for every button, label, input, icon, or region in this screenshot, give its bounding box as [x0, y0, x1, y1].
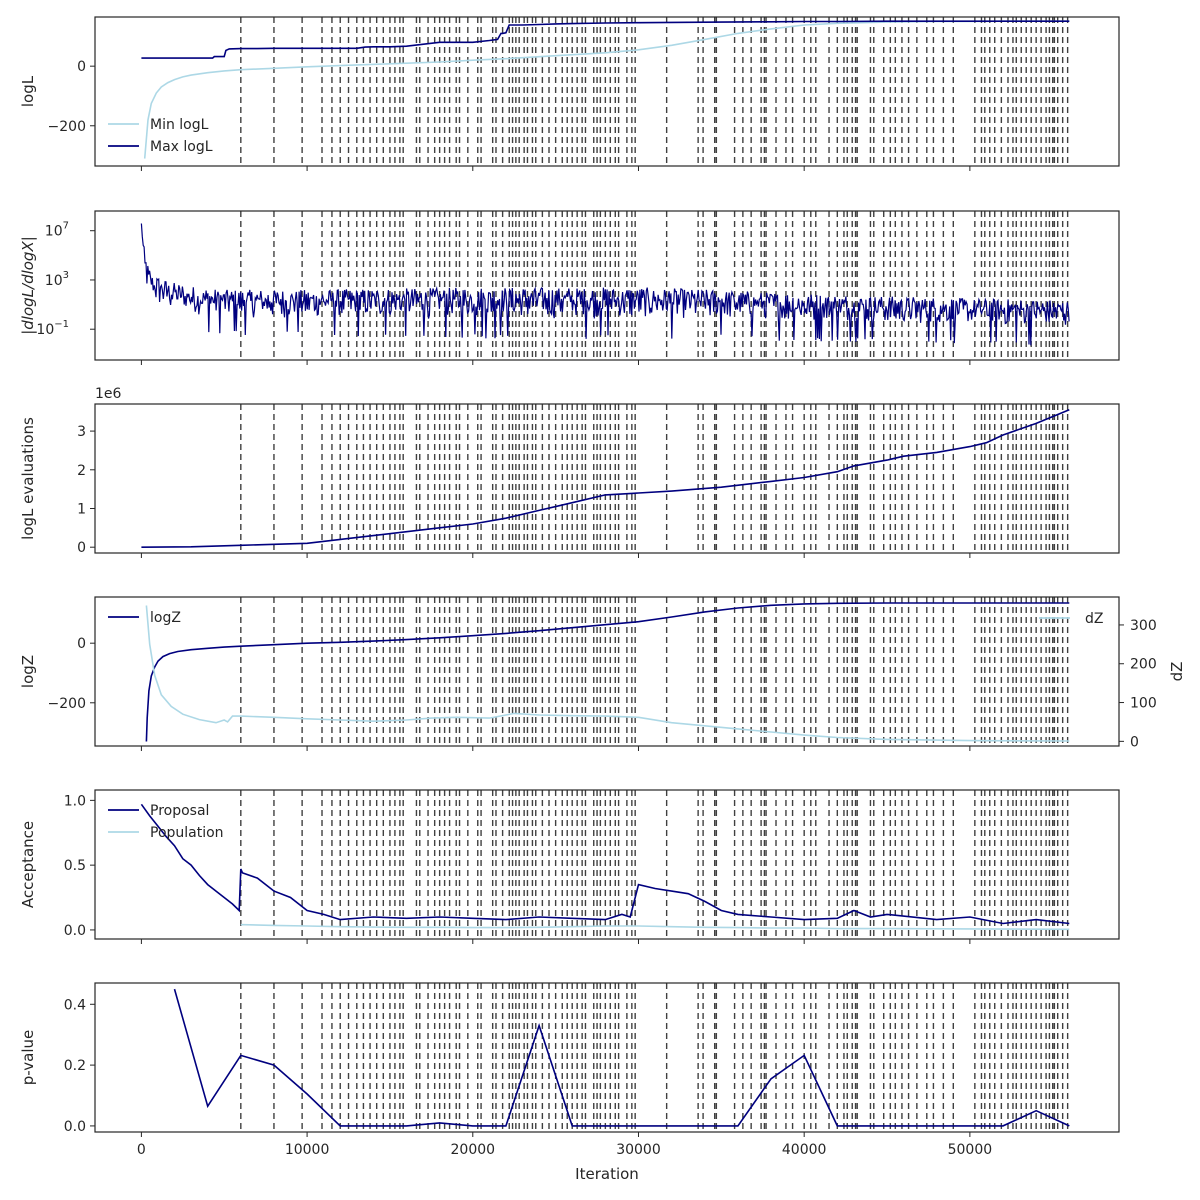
series-max-logl [141, 20, 1070, 59]
xtick-label: 40000 [782, 1142, 827, 1158]
ytick-label: 0 [77, 636, 86, 652]
panel-1: 0 −200 logL Min logL Max logL [19, 16, 1120, 171]
vline-group [240, 404, 1069, 553]
y-axis-label: Acceptance [19, 821, 37, 908]
series-line [140, 223, 1070, 346]
series-line [141, 409, 1070, 548]
xtick-label: 50000 [948, 1142, 993, 1158]
ytick-label: 0 [77, 540, 86, 556]
y-axis-label: logL [19, 75, 37, 107]
plot-area [141, 17, 1070, 166]
ytick-right-label: 300 [1130, 618, 1157, 634]
series-dz [145, 605, 1070, 742]
ytick-label: 0 [77, 59, 86, 75]
series-line [173, 988, 1070, 1127]
ytick-right-label: 100 [1130, 696, 1157, 712]
ytick-label: 1.0 [64, 793, 86, 809]
legend-label: dZ [1085, 611, 1103, 627]
ytick-label: 2 [77, 463, 86, 479]
legend-label: Max logL [150, 139, 213, 155]
legend: logZ [108, 610, 181, 626]
axes-frame [94, 789, 1120, 940]
panel-2: 107 103 10−1|dlogL/dlogX| [19, 210, 1120, 365]
axes-frame [94, 403, 1120, 554]
legend-right: dZ [1039, 611, 1103, 627]
ytick-label: 0.4 [64, 997, 86, 1013]
xtick-label: 0 [137, 1142, 146, 1158]
ytick-label: 107 [45, 221, 69, 240]
ytick-label: 1 [77, 501, 86, 517]
ytick-label: 3 [77, 424, 86, 440]
y-axis-label: |dlogL/dlogX| [19, 236, 37, 335]
ytick-label: 10−1 [36, 319, 69, 338]
y-axis-label-right: dZ [1168, 662, 1186, 682]
y-axis-label: logL evaluations [19, 417, 37, 540]
xtick-label: 20000 [451, 1142, 496, 1158]
ytick-label: −200 [48, 119, 86, 135]
ytick-label: 0.2 [64, 1058, 86, 1074]
xtick-label: 30000 [616, 1142, 661, 1158]
panel-5: 0.0 0.5 1.0 Acceptance Proposal Population [19, 789, 1120, 944]
axes-frame [94, 982, 1120, 1133]
plot-area [141, 404, 1070, 553]
vline-group [240, 983, 1069, 1132]
scale-label: 1e6 [95, 386, 122, 402]
series-min-logl [143, 20, 1070, 159]
series-population [240, 923, 1070, 931]
series-logz [145, 602, 1070, 742]
panel-4: 0 100 200 300 dZ 0 −200 logZ logZ dZ [19, 596, 1186, 751]
ytick-label: 0.0 [64, 1119, 86, 1135]
panel-3: 0 1 2 3 1e6 logL evaluations [19, 386, 1120, 558]
panel-6: 0.0 0.2 0.4 0 10000 20000 30000 40000 50000 p-val… [19, 982, 1120, 1158]
ytick-label: 0.5 [64, 858, 86, 874]
legend-label: Proposal [150, 803, 209, 819]
ytick-right-label: 0 [1130, 734, 1139, 750]
legend-label: Min logL [150, 117, 209, 133]
legend-label: Population [150, 825, 224, 841]
series-proposal [140, 803, 1070, 925]
plot-area [145, 597, 1070, 746]
ytick-label: 103 [45, 270, 69, 289]
ytick-label: −200 [48, 696, 86, 712]
axes-frame [94, 210, 1120, 361]
plot-area [140, 211, 1070, 360]
xtick-label: 10000 [285, 1142, 330, 1158]
x-axis-label: Iteration [575, 1165, 639, 1183]
ytick-right-label: 200 [1130, 657, 1157, 673]
vline-group [240, 790, 1069, 939]
plot-area [173, 983, 1070, 1132]
y-axis-label: p-value [19, 1030, 37, 1086]
vline-group [240, 17, 1069, 166]
plot-area [140, 790, 1070, 939]
axes-frame [94, 596, 1120, 747]
vline-group [240, 211, 1069, 360]
axes-frame [94, 16, 1120, 167]
legend: Min logL Max logL [108, 117, 213, 155]
legend: Proposal Population [108, 803, 224, 841]
legend-label: logZ [150, 610, 181, 626]
y-axis-label: logZ [19, 655, 37, 688]
ytick-label: 0.0 [64, 923, 86, 939]
